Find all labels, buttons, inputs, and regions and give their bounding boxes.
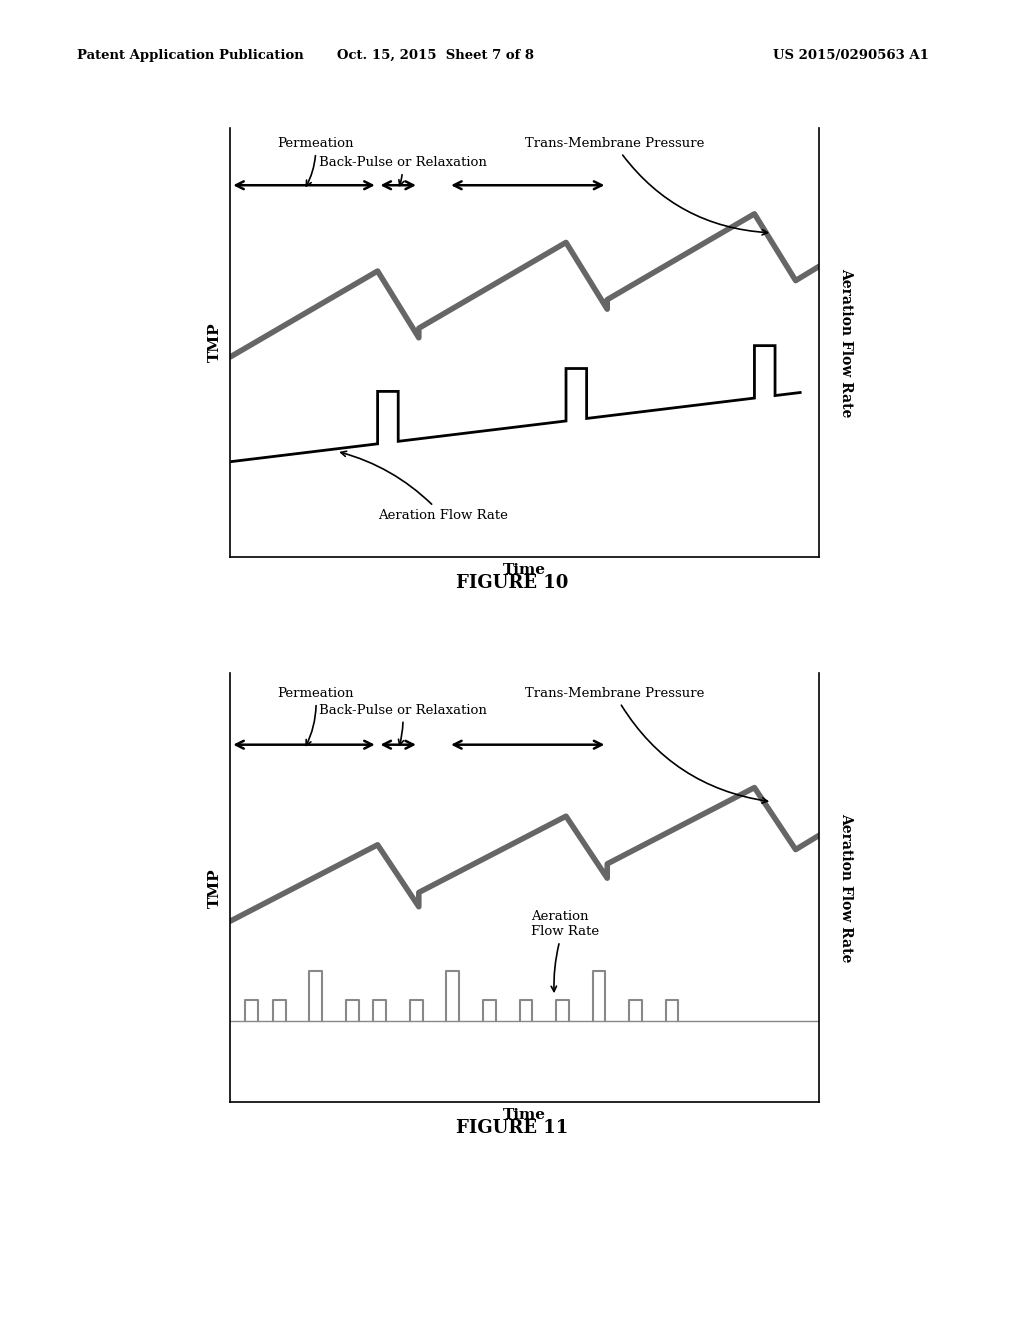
Text: FIGURE 11: FIGURE 11 (456, 1119, 568, 1138)
Text: Permeation: Permeation (278, 686, 354, 746)
Text: FIGURE 10: FIGURE 10 (456, 574, 568, 593)
X-axis label: Time: Time (504, 562, 546, 577)
Text: Permeation: Permeation (278, 137, 354, 186)
Text: US 2015/0290563 A1: US 2015/0290563 A1 (773, 49, 929, 62)
X-axis label: Time: Time (504, 1107, 546, 1122)
Text: Trans-Membrane Pressure: Trans-Membrane Pressure (524, 137, 767, 235)
Text: Back-Pulse or Relaxation: Back-Pulse or Relaxation (318, 156, 486, 186)
Text: Back-Pulse or Relaxation: Back-Pulse or Relaxation (318, 704, 486, 744)
Y-axis label: TMP: TMP (208, 322, 222, 363)
Text: Patent Application Publication: Patent Application Publication (77, 49, 303, 62)
Y-axis label: Aeration Flow Rate: Aeration Flow Rate (839, 813, 853, 962)
Text: Trans-Membrane Pressure: Trans-Membrane Pressure (524, 686, 768, 803)
Text: Oct. 15, 2015  Sheet 7 of 8: Oct. 15, 2015 Sheet 7 of 8 (337, 49, 534, 62)
Y-axis label: Aeration Flow Rate: Aeration Flow Rate (839, 268, 853, 417)
Text: Aeration
Flow Rate: Aeration Flow Rate (530, 911, 599, 991)
Text: Aeration Flow Rate: Aeration Flow Rate (341, 451, 508, 521)
Y-axis label: TMP: TMP (208, 867, 222, 908)
